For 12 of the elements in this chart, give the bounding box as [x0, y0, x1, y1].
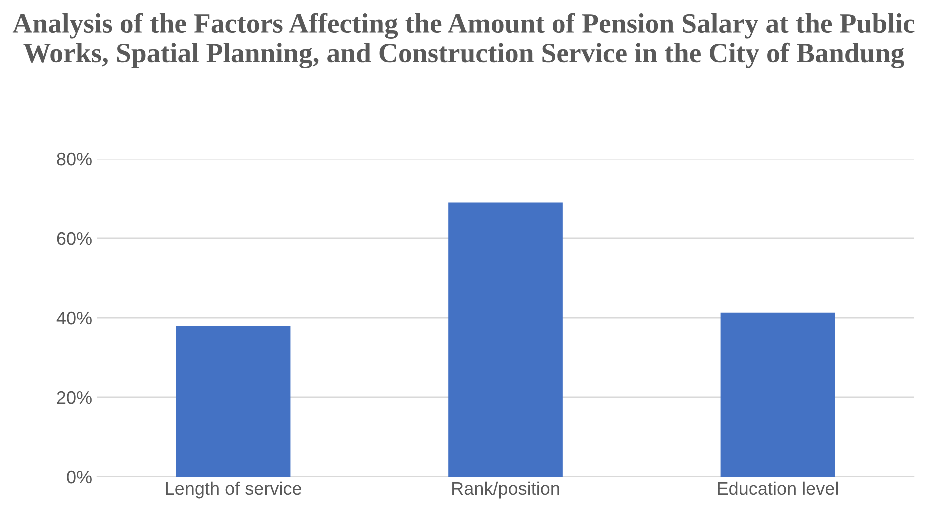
x-tick-label: Length of service — [166, 482, 302, 499]
bar — [720, 312, 836, 477]
y-tick-label: 80% — [57, 152, 92, 166]
y-tick-label: 60% — [57, 232, 92, 246]
chart-title: Analysis of the Factors Affecting the Amount of Pension Salary at the Public Works, Spatial Planning, and Construction Service in the City of Bandung — [12, 13, 915, 69]
y-tick-label: 40% — [56, 312, 92, 325]
y-tick-label: 20% — [57, 391, 92, 404]
x-tick-label: Rank/position — [452, 482, 560, 499]
bar — [448, 202, 563, 477]
x-tick-label: Education level — [718, 482, 838, 496]
bar — [176, 326, 291, 477]
y-tick-label: 0% — [67, 470, 92, 484]
